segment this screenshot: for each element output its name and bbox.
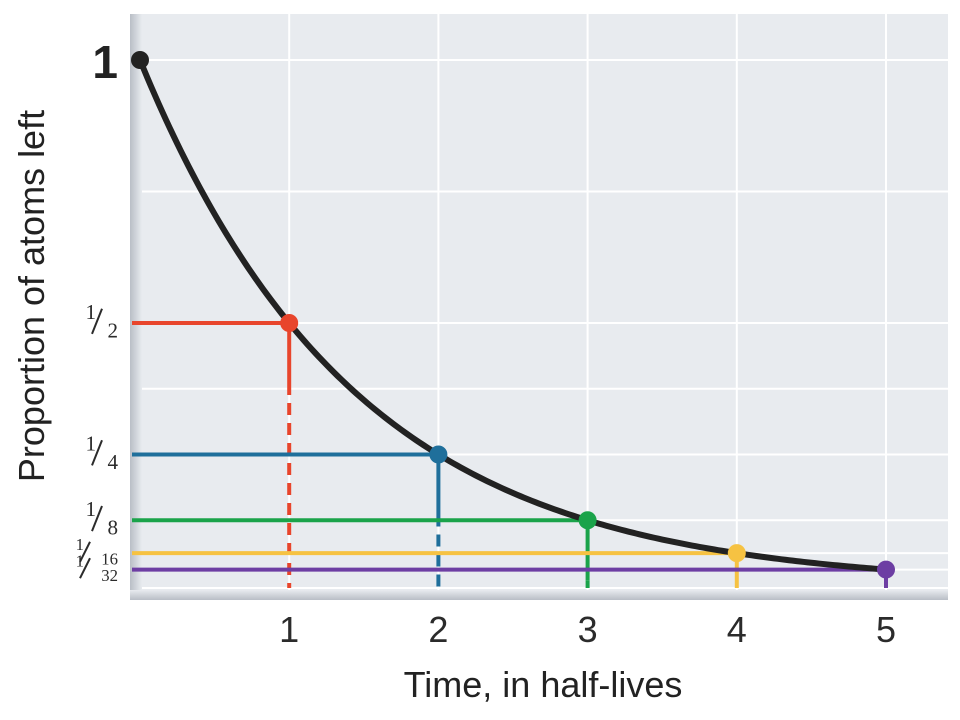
plot-area [130, 14, 948, 600]
x-tick-label: 3 [578, 609, 598, 650]
plot-shadow-bottom [130, 590, 948, 600]
fraction-denominator: 4 [107, 450, 118, 474]
fraction-slash [91, 308, 103, 335]
data-point [578, 511, 597, 530]
x-tick-label: 4 [727, 609, 747, 650]
fraction-numerator: 1 [76, 551, 84, 570]
data-point [280, 314, 299, 332]
y-tick-label-fraction: 14 [85, 431, 118, 473]
decay-curve [137, 57, 889, 573]
fraction-denominator: 8 [107, 516, 118, 540]
data-point [877, 560, 895, 579]
data-point [429, 445, 448, 464]
y-tick-label-fraction: 18 [85, 497, 118, 539]
y-axis-label: Proportion of atoms left [11, 110, 52, 482]
y-tick-label-one: 1 [92, 36, 118, 88]
data-point [727, 544, 746, 563]
data-point [131, 51, 149, 69]
fraction-slash [79, 557, 91, 579]
fraction-denominator: 32 [101, 566, 118, 585]
fraction-numerator: 1 [85, 431, 96, 455]
fraction-slash [91, 439, 103, 466]
y-tick-label-fraction: 1 16 [76, 535, 118, 569]
fraction-numerator: 1 [85, 300, 96, 324]
fraction-numerator: 1 [85, 497, 96, 521]
y-tick-label-fraction: 12 [85, 300, 118, 342]
x-tick-label: 5 [876, 609, 896, 650]
fraction-denominator: 2 [107, 318, 118, 342]
fraction-slash [91, 505, 103, 532]
x-tick-label: 1 [279, 609, 299, 650]
x-axis-label: Time, in half-lives [404, 664, 683, 705]
y-tick-label-fraction: 1 32 [76, 551, 118, 585]
fraction-slash [79, 541, 91, 563]
fraction-numerator: 1 [76, 535, 84, 554]
plot-shadow-left [130, 14, 142, 600]
x-tick-label: 2 [428, 609, 448, 650]
fraction-denominator: 16 [101, 549, 118, 568]
